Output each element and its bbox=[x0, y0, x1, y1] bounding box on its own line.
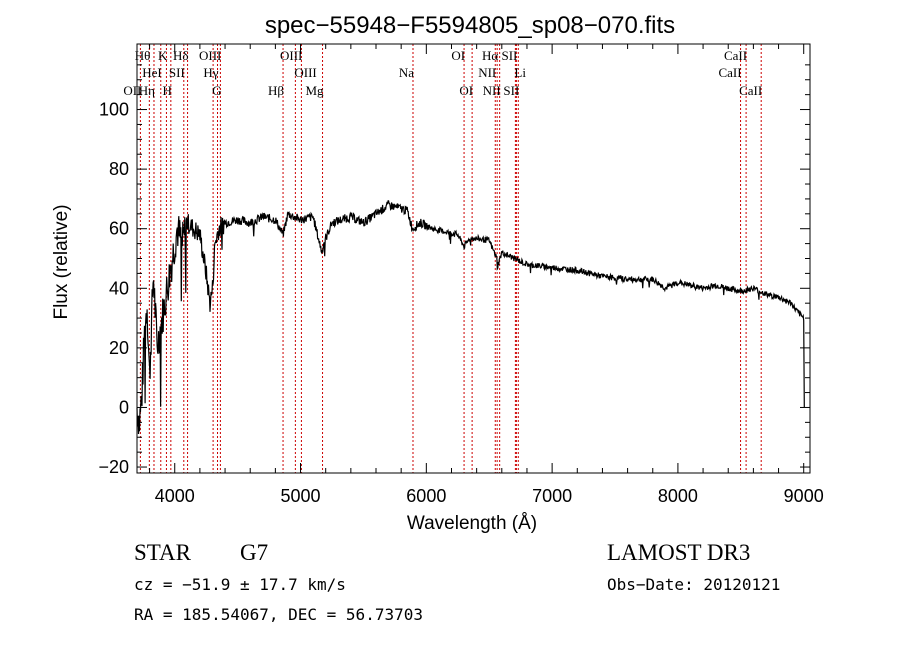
line-label: SII bbox=[502, 48, 518, 63]
line-label: OIII bbox=[199, 48, 221, 63]
y-tick-label: 0 bbox=[119, 397, 129, 417]
x-tick-label: 9000 bbox=[784, 486, 824, 506]
line-labels: OIIHθHηHeIKHSIIHδGHγOIIIHβOIIIOIIIMgNaOI… bbox=[123, 48, 762, 98]
line-label: G bbox=[212, 83, 221, 98]
line-label: SII bbox=[169, 65, 185, 80]
chart-title: spec−55948−F5594805_sp08−070.fits bbox=[265, 12, 675, 39]
line-label: HeI bbox=[142, 65, 162, 80]
line-label: NII bbox=[483, 83, 501, 98]
line-label: Hη bbox=[139, 83, 155, 98]
y-axis-label: Flux (relative) bbox=[51, 204, 72, 319]
line-label: OIII bbox=[280, 48, 302, 63]
object-class: STAR bbox=[134, 540, 192, 565]
spectrum-line bbox=[136, 200, 805, 435]
line-label: Hα bbox=[482, 48, 498, 63]
survey-name: LAMOST DR3 bbox=[607, 540, 750, 565]
line-label: Na bbox=[399, 65, 414, 80]
y-axis: −20 0 20 40 60 80 100 bbox=[98, 64, 810, 477]
line-label: Li bbox=[514, 65, 526, 80]
line-label: H bbox=[162, 83, 171, 98]
y-tick-label: 60 bbox=[109, 219, 129, 239]
line-label: CaII bbox=[718, 65, 741, 80]
y-tick-label: 20 bbox=[109, 338, 129, 358]
line-label: K bbox=[158, 48, 168, 63]
line-label: Hβ bbox=[268, 83, 284, 98]
object-subclass: G7 bbox=[240, 540, 268, 565]
line-markers bbox=[139, 44, 762, 473]
x-tick-label: 7000 bbox=[532, 486, 572, 506]
line-label: Hθ bbox=[135, 48, 151, 63]
x-axis-label: Wavelength (Å) bbox=[407, 513, 537, 534]
x-tick-label: 5000 bbox=[281, 486, 321, 506]
line-label: Mg bbox=[305, 83, 324, 98]
obs-date: Obs−Date: 20120121 bbox=[607, 575, 780, 594]
line-label: NII bbox=[478, 65, 496, 80]
y-tick-label: −20 bbox=[98, 457, 129, 477]
line-label: Hγ bbox=[203, 65, 218, 80]
y-tick-label: 100 bbox=[99, 100, 129, 120]
line-label: CaII bbox=[739, 83, 762, 98]
y-tick-label: 40 bbox=[109, 278, 129, 298]
x-axis: 4000 5000 6000 7000 8000 9000 bbox=[149, 44, 824, 506]
line-label: OI bbox=[451, 48, 465, 63]
line-label: Hδ bbox=[173, 48, 189, 63]
redshift-text: cz = −51.9 ± 17.7 km/s bbox=[134, 575, 346, 594]
x-tick-label: 8000 bbox=[658, 486, 698, 506]
plot-frame bbox=[136, 43, 811, 474]
x-tick-label: 4000 bbox=[155, 486, 195, 506]
line-label: SII bbox=[503, 83, 519, 98]
line-label: OI bbox=[459, 83, 473, 98]
coordinates-text: RA = 185.54067, DEC = 56.73703 bbox=[134, 605, 423, 624]
line-label: OIII bbox=[294, 65, 316, 80]
line-label: CaII bbox=[724, 48, 747, 63]
y-tick-label: 80 bbox=[109, 159, 129, 179]
x-tick-label: 6000 bbox=[406, 486, 446, 506]
